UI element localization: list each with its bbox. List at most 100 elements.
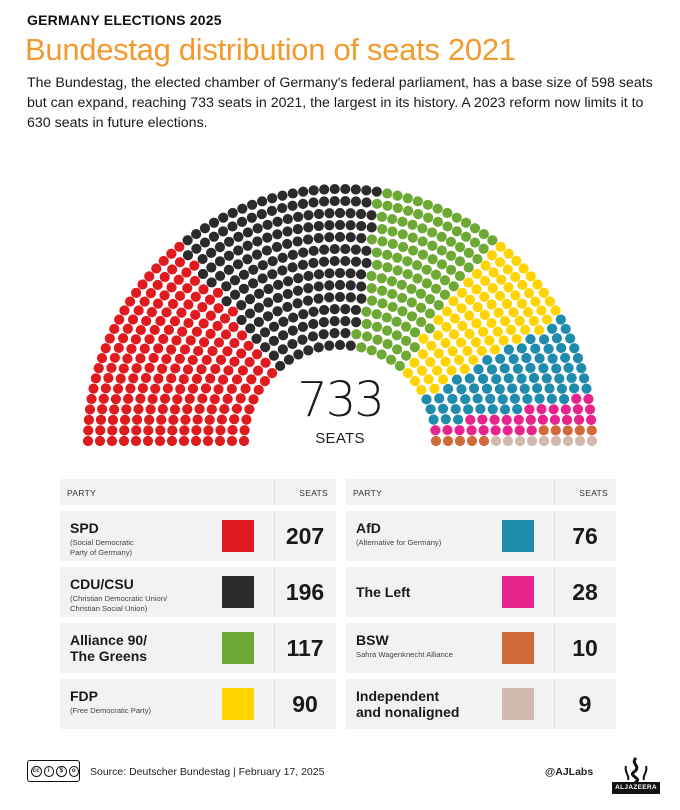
- seat-dot: [127, 314, 139, 325]
- seat-dot: [158, 255, 169, 267]
- seat-dot: [193, 345, 204, 357]
- seat-dot: [125, 296, 136, 307]
- seat-dot: [340, 328, 351, 339]
- seat-dot: [502, 264, 513, 275]
- seat-dot: [454, 425, 465, 436]
- seat-dot: [298, 309, 309, 320]
- seat-dot: [229, 356, 240, 367]
- seat-dot: [455, 337, 467, 348]
- seat-dot: [197, 302, 208, 313]
- seat-dot: [178, 374, 189, 385]
- seat-dot: [214, 435, 226, 447]
- party-name: Independent and nonaligned: [356, 688, 460, 720]
- seat-dot: [387, 213, 398, 225]
- seat-dot: [586, 425, 597, 436]
- seat-dot: [402, 368, 413, 379]
- seat-dot: [446, 264, 457, 276]
- party-color-swatch: [502, 520, 534, 552]
- seat-dot: [229, 337, 240, 349]
- seat-dot: [562, 425, 573, 436]
- seat-dot: [112, 383, 124, 394]
- seat-dot: [174, 241, 185, 252]
- seat-dot: [252, 223, 263, 234]
- seat-dot: [329, 255, 340, 267]
- seat-dot: [324, 268, 335, 279]
- seat-dot: [157, 363, 168, 374]
- seat-dot: [86, 393, 97, 405]
- seat-dot: [539, 334, 550, 345]
- seat-dot: [371, 198, 383, 209]
- seat-dot: [98, 393, 109, 404]
- seat-dot: [208, 217, 220, 228]
- seat-dot: [510, 271, 521, 283]
- seat-dot: [556, 342, 567, 354]
- seat-dot: [243, 340, 254, 351]
- seat-dot: [95, 414, 107, 425]
- seat-dot: [412, 260, 423, 271]
- seat-dot: [503, 344, 514, 355]
- seat-dot: [421, 264, 432, 275]
- seat-dot: [402, 256, 413, 267]
- seat-dot: [100, 383, 111, 394]
- seat-dot: [118, 333, 129, 344]
- seat-dot: [267, 269, 278, 280]
- seat-dot: [574, 425, 585, 436]
- seat-dot: [174, 353, 185, 364]
- seat-dot: [396, 279, 407, 290]
- seat-dot: [190, 435, 202, 447]
- seat-dot: [278, 316, 289, 327]
- seat-dot: [318, 256, 330, 267]
- seat-dot: [282, 226, 293, 237]
- seat-dot: [308, 318, 319, 330]
- seat-dot: [292, 285, 304, 296]
- row-divider: [554, 679, 555, 729]
- seat-dot: [493, 307, 504, 318]
- party-seat-count: 207: [285, 523, 325, 549]
- seat-dot: [308, 257, 319, 269]
- seat-dot: [550, 435, 562, 447]
- seat-dot: [427, 254, 438, 265]
- seat-dot: [308, 185, 319, 196]
- party-name: BSW: [356, 632, 389, 648]
- seat-dot: [402, 193, 413, 204]
- seat-dot: [478, 243, 489, 254]
- seat-dot: [425, 404, 436, 415]
- seat-dot: [221, 281, 232, 292]
- seat-dot: [526, 435, 538, 447]
- seat-dot: [559, 394, 570, 405]
- seat-dot: [84, 404, 96, 415]
- seat-dot: [229, 414, 240, 425]
- seat-dot: [469, 223, 481, 234]
- seat-dot: [417, 249, 429, 260]
- seat-dot: [313, 233, 324, 244]
- seat-dot: [448, 329, 460, 340]
- seat-dot: [477, 373, 489, 384]
- seat-dot: [440, 356, 451, 367]
- aljazeera-logo-text: ALJAZEERA: [612, 782, 660, 794]
- seat-dot: [361, 306, 372, 317]
- seat-dot: [139, 343, 150, 354]
- seat-dot: [275, 360, 286, 372]
- seat-dot: [144, 271, 155, 282]
- creative-commons-icon: cc i $ o: [27, 760, 80, 782]
- seat-dot: [452, 414, 464, 425]
- seat-dot: [297, 198, 309, 209]
- seat-dot: [586, 435, 598, 447]
- seat-dot: [499, 404, 511, 415]
- seat-dot: [525, 414, 536, 425]
- seat-dot: [571, 393, 582, 404]
- seat-dot: [544, 383, 555, 394]
- seat-dot: [246, 212, 257, 223]
- seat-dot: [522, 393, 533, 405]
- seat-dot: [578, 373, 590, 384]
- seat-dot: [155, 425, 166, 436]
- seat-dot: [523, 307, 534, 318]
- seat-dot: [213, 384, 224, 395]
- seat-dot: [303, 222, 314, 233]
- party-full-name: (Social Democratic Party of Germany): [70, 538, 134, 557]
- seat-dot: [442, 221, 453, 232]
- seat-dot: [487, 235, 498, 246]
- seat-dot: [106, 362, 117, 373]
- seat-dot: [167, 425, 178, 436]
- seat-dot: [345, 280, 356, 291]
